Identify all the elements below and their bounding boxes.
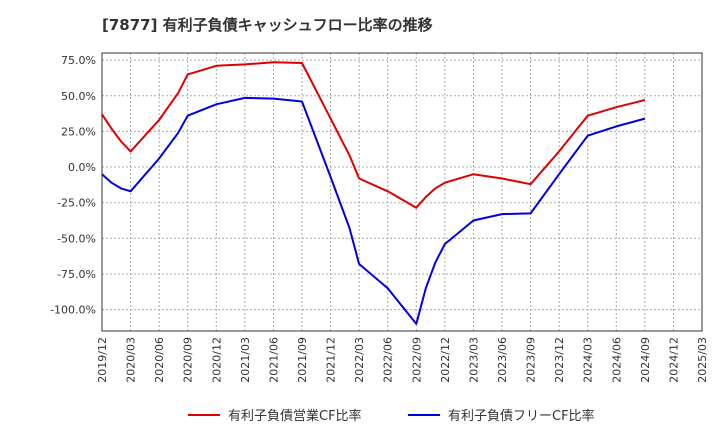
y-tick-label: -75.0% bbox=[57, 268, 96, 281]
x-tick-label: 2021/06 bbox=[267, 337, 280, 383]
plot-area bbox=[102, 53, 702, 331]
x-tick-label: 2021/03 bbox=[239, 337, 252, 383]
y-tick-label: 75.0% bbox=[61, 54, 96, 67]
x-tick-label: 2022/06 bbox=[382, 337, 395, 383]
series-line-2 bbox=[101, 96, 646, 325]
x-tick-label: 2020/09 bbox=[182, 337, 195, 383]
x-tick-label: 2019/12 bbox=[96, 337, 109, 383]
x-tick-label: 2024/12 bbox=[667, 337, 680, 383]
x-tick-label: 2022/09 bbox=[410, 337, 423, 383]
x-tick-label: 2022/12 bbox=[439, 337, 452, 383]
x-tick-label: 2021/12 bbox=[325, 337, 338, 383]
y-tick-label: -25.0% bbox=[57, 197, 96, 210]
x-tick-label: 2020/03 bbox=[125, 337, 138, 383]
x-tick-label: 2025/03 bbox=[696, 337, 709, 383]
y-tick-label: -100.0% bbox=[50, 304, 96, 317]
x-tick-label: 2023/03 bbox=[467, 337, 480, 383]
y-tick-label: 25.0% bbox=[61, 125, 96, 138]
x-tick-label: 2023/06 bbox=[496, 337, 509, 383]
legend-label-2: 有利子負債フリーCF比率 bbox=[448, 408, 595, 424]
x-tick-label: 2024/06 bbox=[610, 337, 623, 383]
chart-title: [7877] 有利子負債キャッシュフロー比率の推移 bbox=[102, 16, 433, 34]
y-tick-label: -50.0% bbox=[57, 232, 96, 245]
series-line-1 bbox=[101, 61, 646, 209]
y-tick-label: 50.0% bbox=[61, 90, 96, 103]
x-tick-label: 2023/09 bbox=[525, 337, 538, 383]
x-tick-label: 2021/09 bbox=[296, 337, 309, 383]
x-tick-label: 2020/06 bbox=[153, 337, 166, 383]
x-tick-label: 2022/03 bbox=[353, 337, 366, 383]
x-tick-label: 2024/09 bbox=[639, 337, 652, 383]
x-tick-label: 2024/03 bbox=[582, 337, 595, 383]
x-tick-label: 2020/12 bbox=[210, 337, 223, 383]
plot-frame bbox=[101, 52, 703, 332]
x-tick-label: 2023/12 bbox=[553, 337, 566, 383]
y-tick-label: 0.0% bbox=[68, 161, 96, 174]
legend-label-1: 有利子負債営業CF比率 bbox=[228, 408, 362, 424]
